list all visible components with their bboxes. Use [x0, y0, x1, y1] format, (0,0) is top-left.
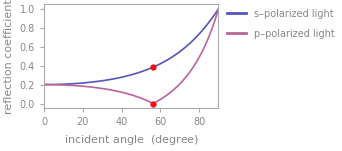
s–polarized light [51, 84, 55, 85]
Line: s–polarized light: s–polarized light [44, 9, 219, 85]
s–polarized light [216, 8, 221, 10]
p–polarized light [216, 8, 221, 10]
p–polarized light [211, 24, 215, 26]
p–polarized light [122, 92, 126, 94]
s–polarized light [211, 16, 215, 17]
s–polarized light [211, 15, 215, 17]
p–polarized light [151, 103, 155, 104]
p–polarized light [51, 84, 55, 86]
s–polarized light [122, 76, 126, 77]
p–polarized light [127, 93, 131, 95]
s–polarized light [42, 84, 46, 85]
Y-axis label: reflection coefficient: reflection coefficient [4, 0, 14, 114]
X-axis label: incident angle  $\mathregular{(degree)}$: incident angle $\mathregular{(degree)}$ [64, 133, 199, 147]
p–polarized light [180, 81, 184, 83]
p–polarized light [42, 84, 46, 85]
p–polarized light [211, 24, 215, 25]
s–polarized light [127, 75, 131, 76]
Legend: s–polarized light, p–polarized light: s–polarized light, p–polarized light [225, 7, 337, 41]
Line: p–polarized light: p–polarized light [44, 9, 219, 103]
s–polarized light [179, 50, 183, 51]
